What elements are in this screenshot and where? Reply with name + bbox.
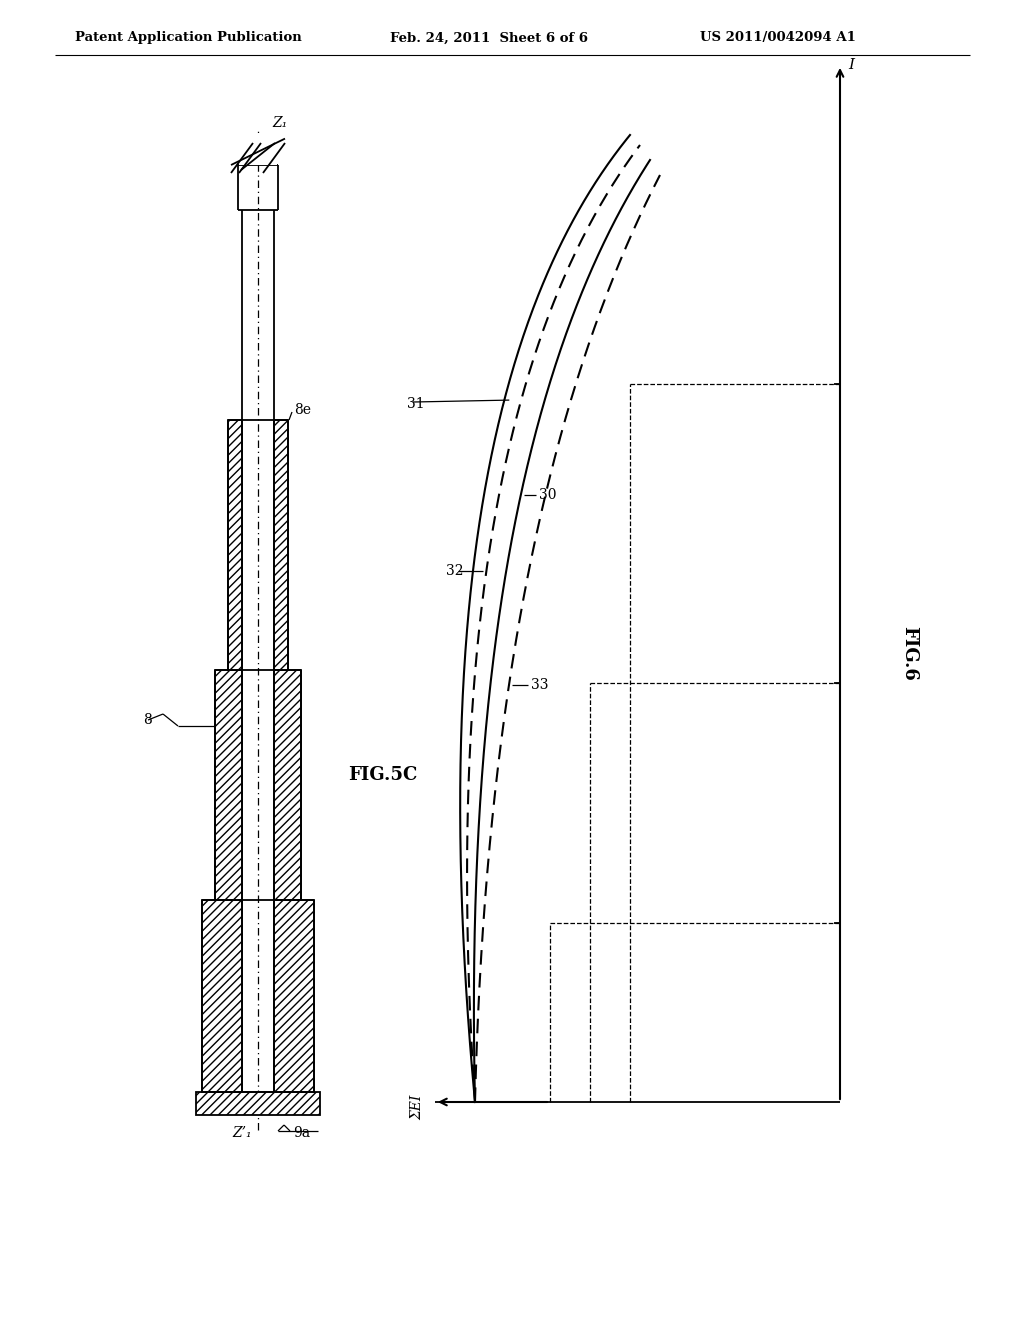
Bar <box>202 900 242 1092</box>
Bar <box>239 133 278 165</box>
Text: I: I <box>848 58 854 73</box>
Bar <box>196 1092 319 1115</box>
Bar <box>274 900 314 1092</box>
Text: 31: 31 <box>407 397 425 411</box>
Text: ΣEI: ΣEI <box>410 1094 424 1119</box>
Text: 32: 32 <box>446 565 464 578</box>
Text: FIG.6: FIG.6 <box>900 626 918 681</box>
Bar <box>202 900 242 1092</box>
Text: Z’₁: Z’₁ <box>232 1126 252 1140</box>
Bar <box>274 900 314 1092</box>
Text: 9a: 9a <box>293 1126 310 1140</box>
Bar <box>215 671 242 900</box>
Bar <box>274 420 288 671</box>
Bar <box>274 671 301 900</box>
Text: Patent Application Publication: Patent Application Publication <box>75 32 302 45</box>
Bar <box>215 671 242 900</box>
Text: 33: 33 <box>530 678 549 692</box>
Bar <box>274 420 288 671</box>
Bar <box>196 1092 319 1115</box>
Bar <box>228 420 242 671</box>
Text: 30: 30 <box>539 488 556 502</box>
Bar <box>274 671 301 900</box>
Text: Feb. 24, 2011  Sheet 6 of 6: Feb. 24, 2011 Sheet 6 of 6 <box>390 32 588 45</box>
Text: 8: 8 <box>143 713 152 727</box>
Bar <box>228 420 242 671</box>
Text: FIG.5C: FIG.5C <box>348 766 418 784</box>
Text: US 2011/0042094 A1: US 2011/0042094 A1 <box>700 32 856 45</box>
Text: Z₁: Z₁ <box>272 116 288 129</box>
Text: 8e: 8e <box>294 403 311 417</box>
